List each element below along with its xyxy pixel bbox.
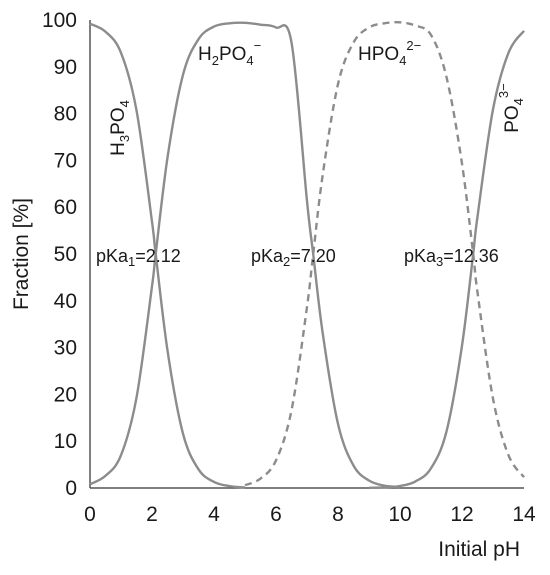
y-tick-label: 60: [54, 196, 77, 219]
series-line-4: [368, 30, 525, 489]
series-line-1: [89, 22, 246, 489]
x-tick-label: 6: [270, 503, 282, 526]
axes: [89, 20, 524, 489]
x-axis-title: Initial pH: [438, 538, 520, 561]
y-axis-title: Fraction [%]: [10, 198, 33, 310]
x-tick-label: 4: [208, 503, 220, 526]
series-line-3: [244, 20, 525, 487]
y-tick-label: 10: [54, 430, 77, 453]
species-label-hpo4: HPO42−: [358, 38, 421, 68]
x-tick-label: 2: [146, 503, 158, 526]
y-tick-label: 40: [54, 290, 77, 313]
y-tick-label: 80: [54, 103, 77, 126]
species-label-h3po4: H3PO4: [108, 100, 132, 156]
y-tick-label: 50: [54, 243, 77, 266]
y-tick-label: 90: [54, 56, 77, 79]
pka-label-3: pKa3=12.36: [404, 246, 499, 269]
x-tick-label: 14: [512, 503, 536, 526]
y-tick-label: 0: [65, 477, 77, 500]
y-tick-label: 70: [54, 149, 77, 172]
x-tick-label: 0: [84, 503, 96, 526]
pka-label-1: pKa1=2.12: [96, 246, 181, 269]
y-tick-label: 30: [54, 337, 77, 360]
pka-label-2: pKa2=7.20: [251, 246, 336, 269]
tick-labels: 0 2 4 6 8 10 12 14 0 10 20 30 40 50 60 70 80 90 100: [42, 9, 536, 526]
x-tick-label: 8: [332, 503, 344, 526]
species-label-po4: PO43−: [496, 83, 526, 133]
series-line-2: [89, 21, 401, 489]
x-tick-label: 10: [388, 503, 411, 526]
y-tick-label: 20: [54, 383, 77, 406]
y-tick-label: 100: [42, 9, 77, 32]
species-label-h2po4: H2PO4−: [198, 38, 261, 68]
x-tick-label: 12: [450, 503, 473, 526]
series-curves: [89, 20, 525, 489]
annotations: Initial pH Fraction [%] H3PO4 H2PO4− HPO…: [10, 38, 526, 561]
